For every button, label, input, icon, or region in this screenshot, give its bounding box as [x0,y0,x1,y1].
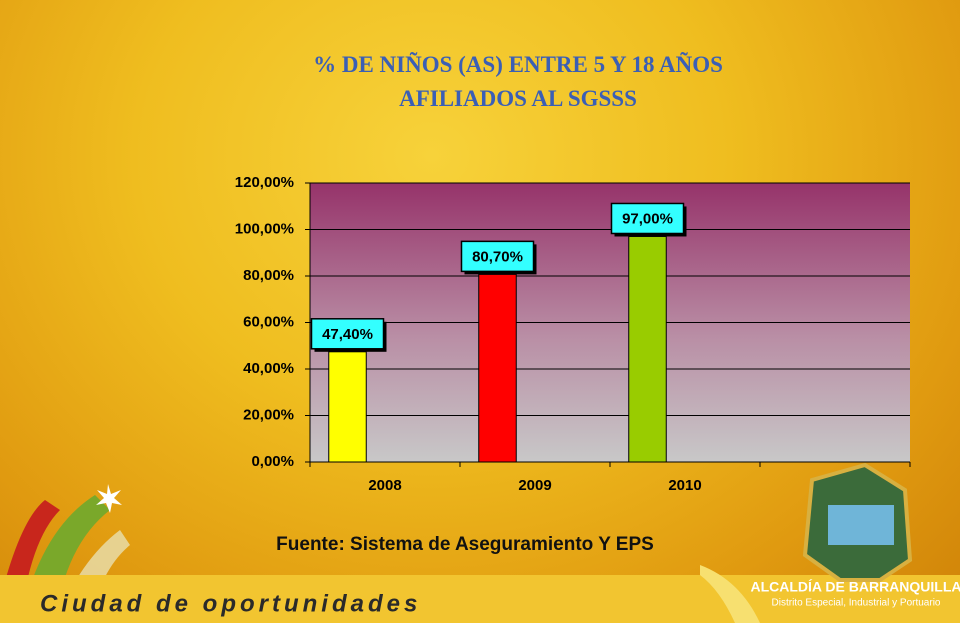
org-name: ALCALDÍA DE BARRANQUILLA [750,579,960,595]
y-tick-label: 120,00% [235,174,294,191]
bar [628,235,667,463]
org-subtitle: Distrito Especial, Industrial y Portuari… [772,598,941,609]
y-tick-label: 100,00% [235,220,294,237]
label-box [460,240,535,273]
x-tick-label: 2008 [368,477,401,494]
y-tick-label: 60,00% [243,313,294,330]
bar [328,351,367,463]
value-label: 47,40% [322,326,373,343]
value-label: 80,70% [472,248,523,265]
y-tick-label: 40,00% [243,360,294,377]
label-box [610,202,685,235]
x-tick-label: 2010 [668,477,701,494]
chart-title: % DE NIÑOS (AS) ENTRE 5 Y 18 AÑOS AFILIA… [313,52,723,111]
value-label: 97,00% [622,210,673,227]
y-tick-label: 20,00% [243,406,294,423]
label-box [310,318,385,350]
y-tick-label: 80,00% [243,267,294,284]
x-tick-label: 2009 [518,477,551,494]
y-tick-label: 0,00% [251,453,294,470]
source: Fuente: Sistema de Aseguramiento Y EPS [276,534,654,555]
bar [478,273,517,463]
slogan: Ciudad de oportunidades [40,590,421,617]
